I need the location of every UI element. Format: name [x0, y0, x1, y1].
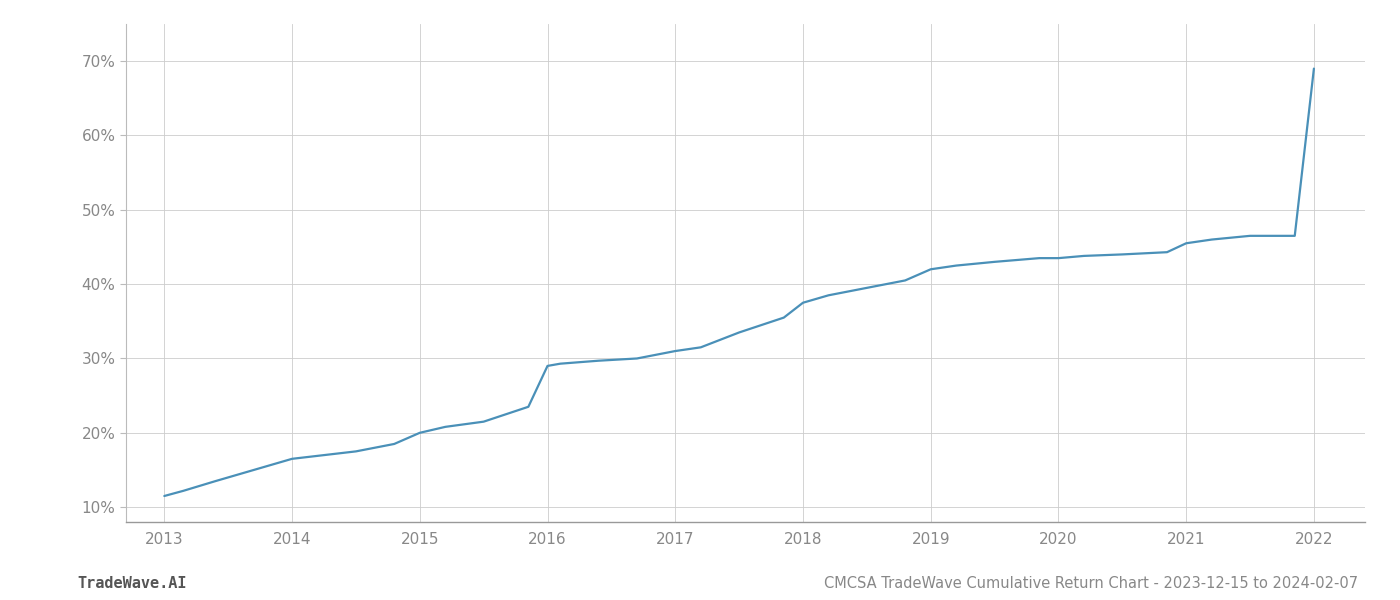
Text: TradeWave.AI: TradeWave.AI — [77, 576, 186, 591]
Text: CMCSA TradeWave Cumulative Return Chart - 2023-12-15 to 2024-02-07: CMCSA TradeWave Cumulative Return Chart … — [823, 576, 1358, 591]
